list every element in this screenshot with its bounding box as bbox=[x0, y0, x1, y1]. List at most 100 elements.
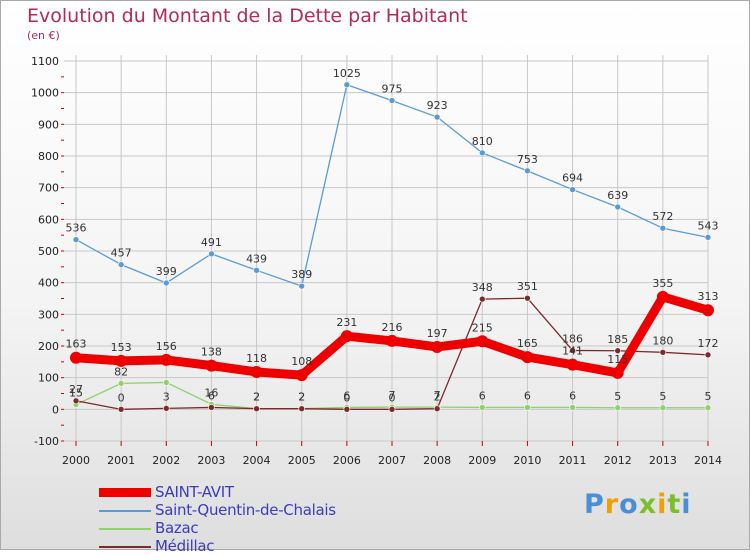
data-label: 313 bbox=[698, 290, 719, 303]
data-label: 639 bbox=[607, 189, 628, 202]
data-label: 231 bbox=[336, 316, 357, 329]
x-tick-label: 2001 bbox=[107, 454, 135, 467]
data-point bbox=[704, 404, 712, 412]
data-point bbox=[205, 359, 218, 372]
data-label: 15 bbox=[69, 387, 83, 400]
data-label: 1025 bbox=[333, 67, 361, 80]
data-point bbox=[117, 406, 125, 413]
data-point bbox=[117, 380, 125, 387]
data-point bbox=[162, 405, 170, 412]
data-label: 118 bbox=[246, 352, 267, 365]
data-label: 348 bbox=[472, 281, 493, 294]
legend-swatch bbox=[99, 488, 151, 497]
data-point bbox=[656, 290, 669, 303]
data-label: 399 bbox=[156, 265, 177, 278]
data-label: 7 bbox=[434, 389, 441, 402]
data-label: 572 bbox=[652, 210, 673, 223]
data-point bbox=[162, 379, 170, 386]
x-tick-label: 2012 bbox=[604, 454, 632, 467]
data-label: 5 bbox=[614, 390, 621, 403]
data-label: 355 bbox=[652, 277, 673, 290]
data-point bbox=[433, 405, 441, 413]
data-label: 351 bbox=[517, 280, 538, 293]
data-point bbox=[340, 330, 353, 343]
data-label: 5 bbox=[659, 390, 666, 403]
x-tick-label: 2013 bbox=[649, 454, 677, 467]
data-point bbox=[478, 404, 486, 411]
legend-swatch bbox=[99, 528, 151, 530]
data-label: 0 bbox=[343, 391, 350, 404]
data-point bbox=[295, 369, 308, 382]
data-label: 6 bbox=[479, 389, 486, 402]
data-label: 7 bbox=[389, 389, 396, 402]
data-label: 457 bbox=[111, 247, 132, 260]
data-label: 180 bbox=[652, 334, 673, 347]
data-point bbox=[162, 279, 170, 287]
y-tick-label: 900 bbox=[38, 118, 59, 131]
x-tick-label: 2008 bbox=[423, 454, 451, 467]
data-point bbox=[569, 347, 576, 354]
data-point bbox=[388, 97, 396, 104]
data-point bbox=[298, 405, 306, 413]
data-label: 2 bbox=[434, 391, 441, 404]
data-point bbox=[343, 406, 351, 413]
data-point bbox=[208, 250, 215, 258]
data-label: 216 bbox=[382, 321, 403, 334]
data-point bbox=[70, 351, 82, 364]
data-point bbox=[253, 267, 260, 274]
data-label: 439 bbox=[246, 252, 267, 265]
data-label: 108 bbox=[291, 355, 312, 368]
legend-label: Bazac bbox=[155, 519, 199, 537]
legend-swatch bbox=[99, 546, 151, 548]
data-label: 6 bbox=[343, 389, 350, 402]
data-point bbox=[524, 294, 531, 302]
data-point bbox=[659, 224, 667, 232]
data-point bbox=[117, 261, 125, 268]
data-label: 6 bbox=[208, 389, 215, 402]
data-point bbox=[569, 186, 576, 193]
data-point bbox=[160, 353, 173, 366]
data-label: 536 bbox=[66, 222, 87, 235]
data-label: 2 bbox=[298, 391, 305, 404]
data-point bbox=[388, 406, 396, 413]
data-point bbox=[611, 366, 624, 379]
data-label: 115 bbox=[607, 353, 628, 366]
y-tick-label: 1100 bbox=[31, 55, 59, 68]
data-point bbox=[524, 167, 531, 175]
data-point bbox=[704, 351, 712, 359]
y-tick-label: -100 bbox=[34, 435, 59, 448]
x-tick-label: 2009 bbox=[468, 454, 496, 467]
data-label: 753 bbox=[517, 153, 538, 166]
data-point bbox=[476, 335, 489, 348]
chart-title: Evolution du Montant de la Dette par Hab… bbox=[27, 5, 468, 27]
data-point bbox=[614, 347, 622, 355]
data-point bbox=[433, 113, 441, 121]
data-label: 197 bbox=[427, 327, 448, 340]
y-tick-label: 700 bbox=[38, 182, 59, 195]
data-point bbox=[478, 295, 486, 303]
data-label: 389 bbox=[291, 268, 312, 281]
data-label: 16 bbox=[204, 386, 218, 399]
y-tick-label: 300 bbox=[38, 308, 59, 321]
x-tick-label: 2011 bbox=[559, 454, 587, 467]
data-label: 172 bbox=[698, 337, 719, 350]
data-point bbox=[115, 354, 128, 367]
data-label: 2 bbox=[253, 391, 260, 404]
data-label: 165 bbox=[517, 337, 538, 350]
data-point bbox=[569, 404, 576, 411]
data-label: 2 bbox=[253, 391, 260, 404]
data-label: 186 bbox=[562, 332, 583, 345]
data-label: 975 bbox=[382, 83, 403, 96]
data-label: 153 bbox=[111, 341, 132, 354]
data-label: 215 bbox=[472, 321, 493, 334]
legend-label: Saint-Quentin-de-Chalais bbox=[155, 501, 336, 519]
data-label: 156 bbox=[156, 340, 177, 353]
y-tick-label: 1000 bbox=[31, 87, 59, 100]
x-tick-label: 2004 bbox=[243, 454, 271, 467]
x-tick-label: 2006 bbox=[333, 454, 361, 467]
legend-label: Médillac bbox=[155, 537, 215, 555]
y-tick-label: 200 bbox=[38, 340, 59, 353]
legend-label: SAINT-AVIT bbox=[155, 483, 234, 501]
data-label: 543 bbox=[698, 219, 719, 232]
